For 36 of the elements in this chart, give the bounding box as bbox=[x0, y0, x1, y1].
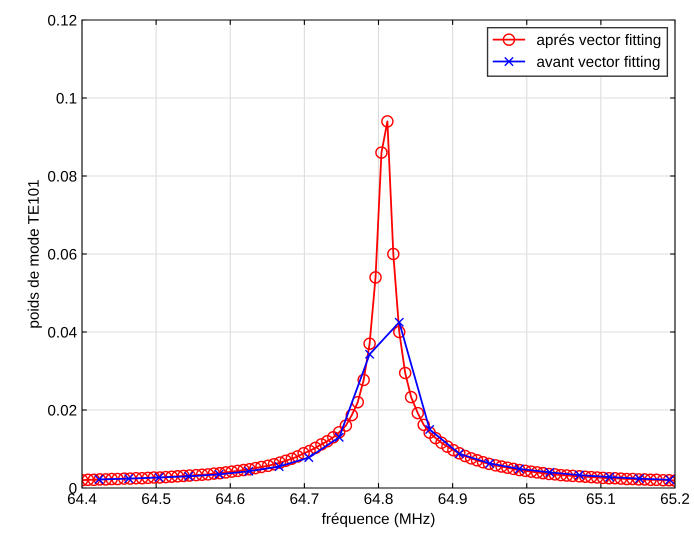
x-tick-label: 64.5 bbox=[142, 493, 170, 504]
point bbox=[364, 349, 374, 360]
point bbox=[124, 474, 134, 484]
point bbox=[154, 472, 164, 482]
y-tick-label: 0.08 bbox=[48, 170, 76, 182]
x-tick-label: 64.9 bbox=[438, 493, 467, 504]
x-tick-label: 64.6 bbox=[216, 493, 244, 504]
point bbox=[94, 474, 104, 484]
y-tick-label: 0.1 bbox=[56, 92, 76, 104]
point bbox=[334, 432, 344, 442]
point bbox=[544, 468, 555, 478]
x-tick-label: 65 bbox=[519, 493, 535, 504]
x-tick-label: 64.7 bbox=[290, 493, 318, 504]
point bbox=[514, 464, 524, 474]
y-tick-label: 0.12 bbox=[48, 14, 76, 26]
point bbox=[304, 452, 314, 462]
point bbox=[574, 470, 584, 480]
legend-label: aprés vector fitting bbox=[537, 34, 660, 48]
x-tick-label: 65.2 bbox=[660, 493, 690, 504]
y-tick-label: 0 bbox=[69, 482, 77, 494]
y-tick-label: 0.04 bbox=[48, 326, 77, 338]
x-tick-label: 65.1 bbox=[586, 493, 615, 504]
point bbox=[274, 462, 284, 472]
y-axis-title: poids de mode TE101 bbox=[28, 180, 42, 328]
legend-label: avant vector fitting bbox=[537, 56, 660, 70]
x-tick-label: 64.8 bbox=[364, 493, 393, 504]
x-axis-title: fréquence (MHz) bbox=[322, 512, 434, 528]
x-tick-label: 64.4 bbox=[68, 493, 96, 504]
point bbox=[634, 474, 644, 484]
point bbox=[604, 472, 615, 482]
point bbox=[214, 469, 224, 480]
y-tick-label: 0.06 bbox=[48, 248, 76, 260]
y-tick-label: 0.02 bbox=[48, 404, 76, 416]
point bbox=[394, 317, 404, 328]
point bbox=[244, 466, 254, 476]
point bbox=[424, 424, 435, 434]
